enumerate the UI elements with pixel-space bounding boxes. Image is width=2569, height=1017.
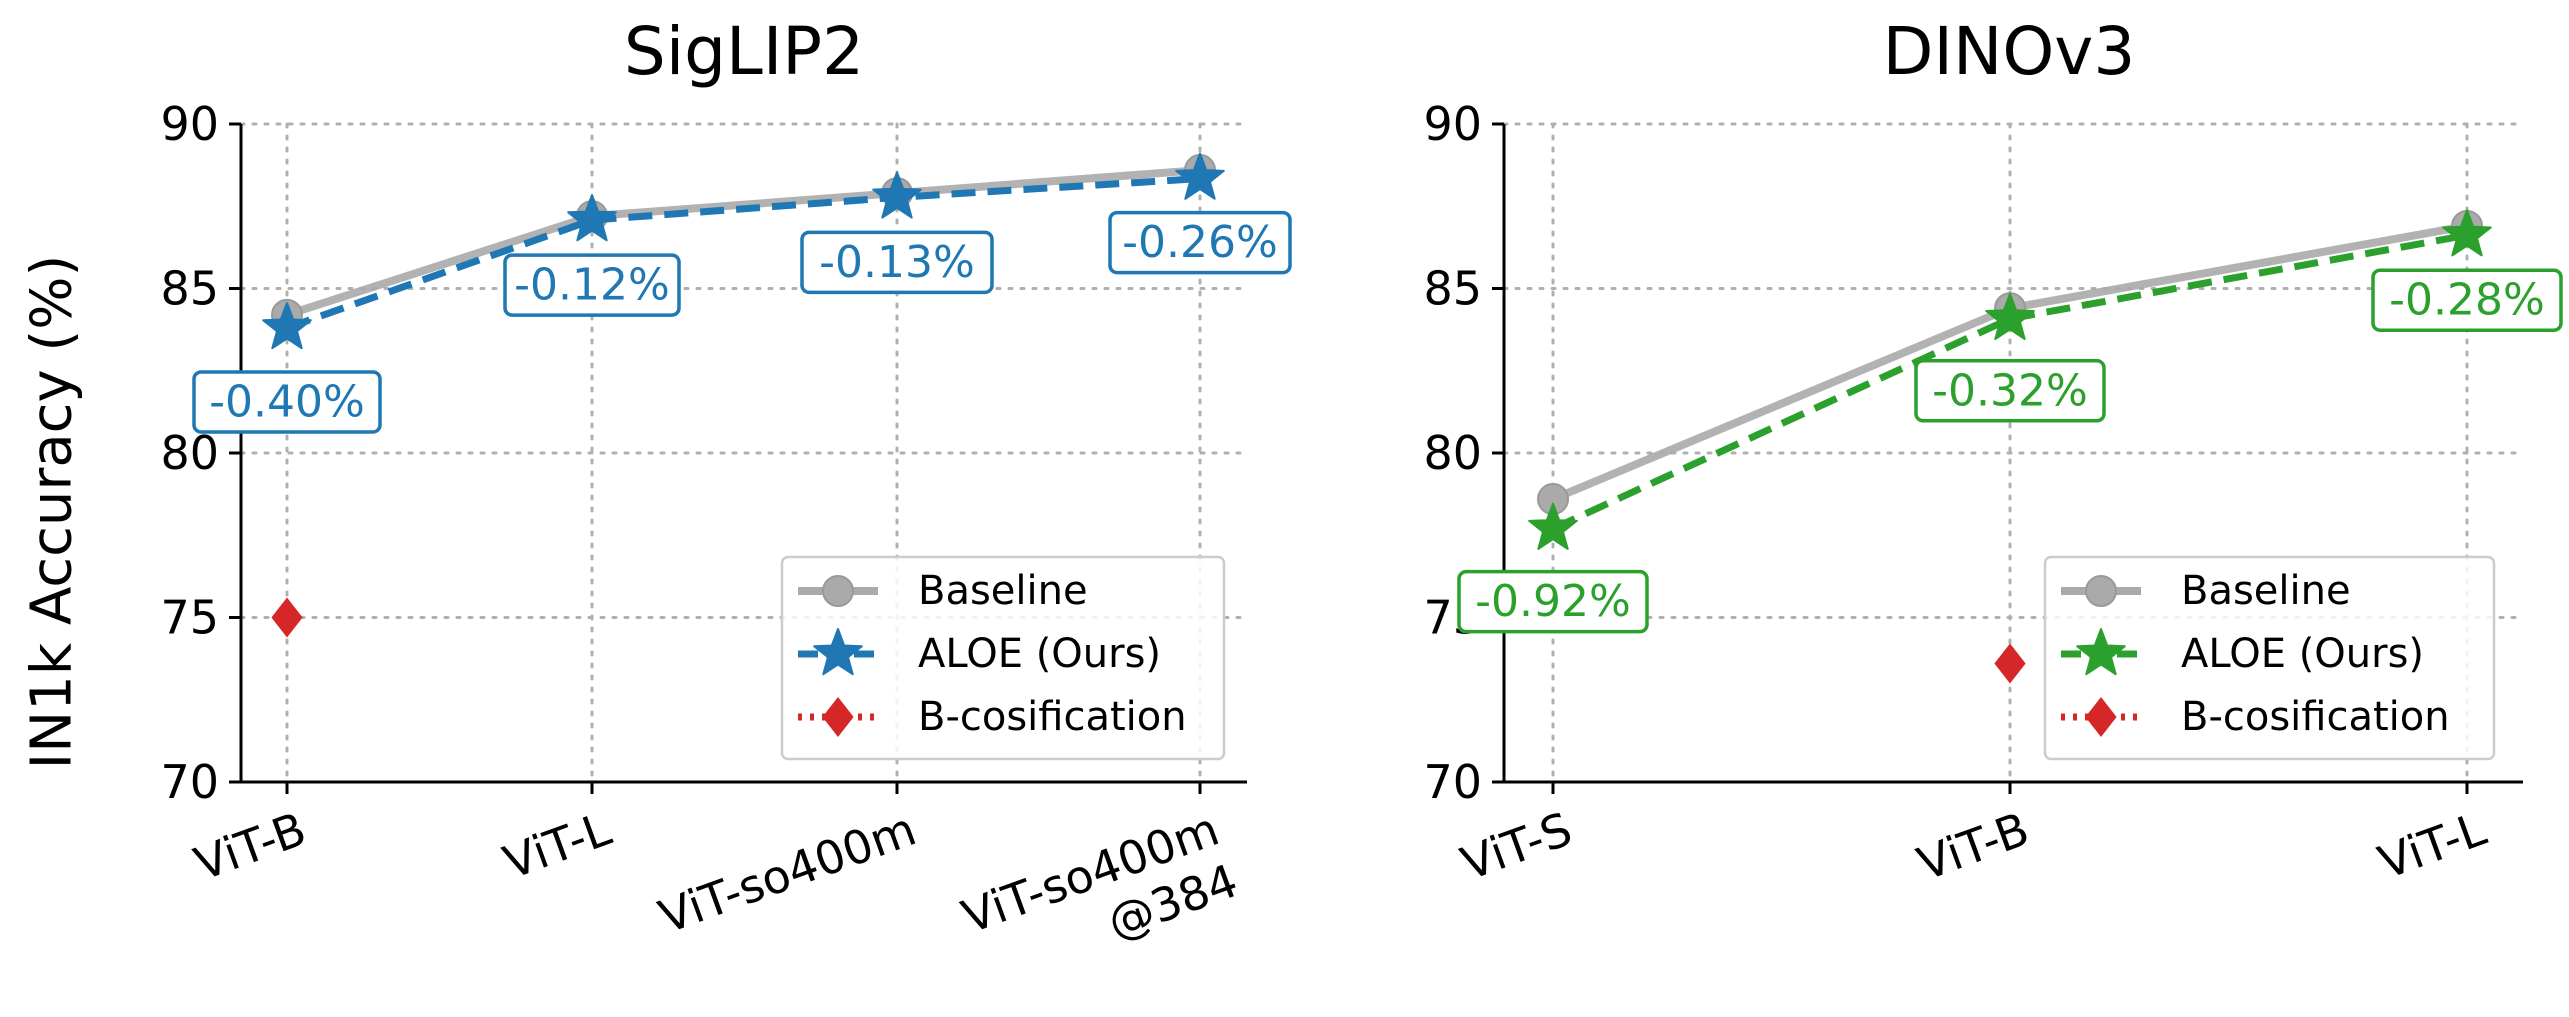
series-line-baseline [285, 166, 1201, 319]
x-tick-label-vit-so400m-384: ViT-so400m@384 [955, 802, 1245, 996]
legend-marker-aloe-ours [813, 628, 863, 676]
x-tick-label-vit-l: ViT-L [2372, 801, 2494, 889]
chart-title: SigLIP2 [624, 13, 864, 90]
annotation-box [192, 370, 382, 434]
legend-marker-baseline [822, 575, 854, 607]
legend-marker-aloe-ours [2076, 628, 2126, 676]
annotation-label: -0.28% [2389, 275, 2545, 326]
y-tick-label: 80 [160, 426, 219, 480]
y-tick-label: 80 [1423, 426, 1482, 480]
annotation: -0.13% [800, 230, 994, 295]
annotation-label: -0.92% [1475, 576, 1631, 627]
y-tick-label: 90 [160, 97, 219, 151]
annotation-box [1914, 359, 2106, 423]
point-aloe-ours [1985, 292, 2035, 340]
point-aloe-ours [872, 171, 922, 219]
legend-marker-b-cosification [822, 697, 854, 737]
annotation: -0.26% [1108, 210, 1292, 275]
y-tick-label: 85 [1423, 262, 1482, 316]
series-aloe-ours [262, 152, 1225, 350]
legend-label-baseline: Baseline [2181, 568, 2351, 614]
x-tick-label-vit-so400m: ViT-so400m [652, 802, 923, 945]
point-b-cosification [271, 597, 303, 638]
series-aloe-ours [1528, 209, 2492, 550]
chart-panel-siglip2: SigLIP2 70 75 80 85 90 ViT-B ViT-L ViT-so400m ViT… [160, 13, 1292, 996]
legend-label-b-cosification: B-cosification [918, 694, 1187, 740]
legend: Baseline ALOE (Ours) B-cosification [780, 555, 1226, 761]
legend-marker-baseline [2085, 575, 2117, 607]
y-axis-label: IN1k Accuracy (%) [20, 255, 85, 770]
y-tick-label: 70 [1423, 755, 1482, 809]
series-baseline [271, 154, 1216, 331]
series-line-aloe-ours [1551, 231, 2468, 532]
series-line-aloe-ours [285, 175, 1201, 332]
annotation-box [1457, 569, 1649, 634]
series-b-cosification [271, 597, 303, 638]
point-aloe-ours [262, 302, 312, 350]
annotation-label: -0.13% [819, 237, 975, 288]
annotation-box [1108, 210, 1292, 275]
legend-label-aloe-ours: ALOE (Ours) [918, 631, 1161, 677]
x-tick-label-vit-b: ViT-B [1911, 802, 2036, 892]
annotation: -0.40% [192, 370, 382, 434]
legend: Baseline ALOE (Ours) B-cosification [2043, 555, 2496, 761]
x-tick-label-vit-s: ViT-S [1454, 802, 1579, 891]
annotation: -0.92% [1457, 569, 1649, 634]
legend-frame [780, 555, 1226, 761]
x-tick-label-line: ViT-L [2372, 801, 2494, 889]
x-tick-label-line: ViT-B [188, 802, 313, 892]
annotation: -0.28% [2371, 268, 2563, 332]
annotation-label: -0.12% [514, 260, 670, 311]
annotation-label: -0.26% [1122, 217, 1278, 268]
annotation: -0.32% [1914, 359, 2106, 423]
annotation-box [2371, 268, 2563, 332]
annotation-box [503, 253, 681, 317]
x-tick-label-line: ViT-S [1454, 802, 1579, 891]
series-b-cosification [1994, 643, 2026, 684]
x-tick-label-line: ViT-L [497, 801, 619, 889]
annotation: -0.12% [503, 253, 681, 317]
annotation-label: -0.32% [1932, 365, 2088, 416]
point-b-cosification [1994, 643, 2026, 684]
point-aloe-ours [2442, 209, 2492, 257]
x-tick-label-line: ViT-so400m [652, 802, 923, 945]
legend-label-b-cosification: B-cosification [2181, 694, 2450, 740]
legend-label-aloe-ours: ALOE (Ours) [2181, 631, 2424, 677]
y-tick-label: 85 [160, 262, 219, 316]
annotation-label: -0.40% [209, 376, 365, 427]
legend-frame [2043, 555, 2496, 761]
point-aloe-ours [567, 194, 617, 242]
legend-marker-b-cosification [2085, 697, 2117, 737]
point-aloe-ours [1528, 502, 1578, 550]
x-tick-label-vit-l: ViT-L [497, 801, 619, 889]
y-tick-label: 90 [1423, 97, 1482, 151]
y-tick-label: 70 [160, 755, 219, 809]
legend-label-baseline: Baseline [918, 568, 1088, 614]
annotation-box [800, 230, 994, 295]
chart-title: DINOv3 [1883, 13, 2136, 90]
y-tick-label: 75 [160, 591, 219, 645]
x-tick-label-vit-b: ViT-B [188, 802, 313, 892]
x-tick-label-line: ViT-B [1911, 802, 2036, 892]
point-aloe-ours [1175, 152, 1225, 200]
